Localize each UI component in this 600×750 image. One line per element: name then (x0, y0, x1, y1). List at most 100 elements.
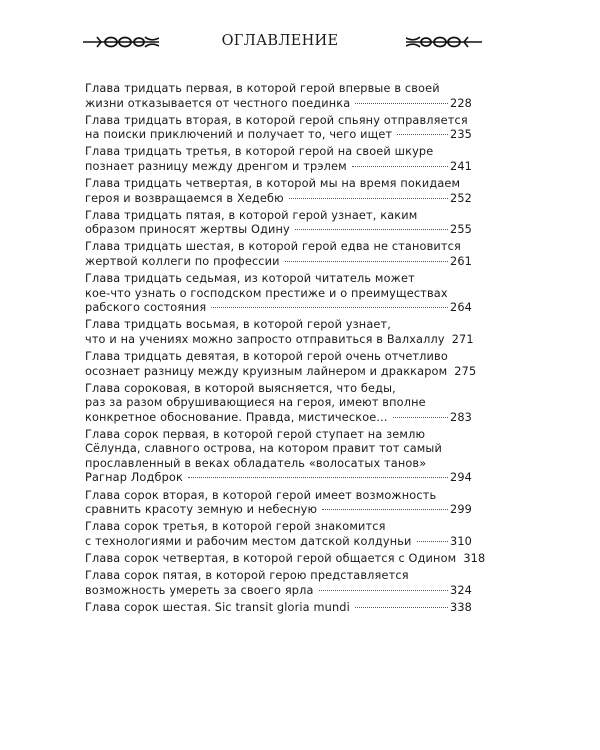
toc-entry-line: Глава сороковая, в которой выясняется, ч… (85, 381, 396, 395)
page-number: 261 (449, 254, 472, 268)
page-number: 318 (463, 551, 486, 565)
dot-leader (392, 416, 448, 418)
toc-entry-line: Глава тридцать пятая, в которой герой уз… (85, 208, 418, 222)
toc-entry[interactable]: Глава тридцать девятая, в которой герой … (85, 350, 476, 380)
table-of-contents: Глава тридцать первая, в которой герой в… (85, 82, 485, 618)
page-number: 310 (449, 534, 472, 548)
toc-entry-last-line: Глава сорок шестая. Sic transit gloria m… (85, 601, 472, 616)
toc-entry-last-line: Рагнар Лодброк 294 (85, 471, 472, 486)
toc-entry[interactable]: Глава тридцать шестая, в которой герой е… (85, 240, 472, 269)
toc-entry-line: Глава сорок вторая, в которой герой имее… (85, 488, 437, 502)
toc-entry[interactable]: Глава сорок первая, в которой герой ступ… (85, 428, 472, 486)
dot-leader (351, 165, 448, 167)
dot-leader (354, 606, 448, 608)
toc-entry[interactable]: Глава тридцать восьмая, в которой герой … (85, 318, 474, 348)
toc-entry-last-line: осознает разницу между круизным лайнером… (85, 364, 476, 380)
toc-entry[interactable]: Глава сорок четвертая, в которой герой о… (85, 551, 485, 567)
page-header: ОГЛАВЛЕНИЕ (80, 30, 482, 56)
toc-entry[interactable]: Глава тридцать вторая, в которой герой с… (85, 114, 472, 143)
toc-entry-text: героя и возвращаемся в Хедебю (85, 191, 284, 205)
toc-entry-last-line: возможность умереть за своего ярла 324 (85, 584, 472, 599)
page-number: 235 (449, 128, 472, 142)
toc-entry[interactable]: Глава сороковая, в которой выясняется, ч… (85, 382, 472, 426)
toc-entry-line: Глава сорок пятая, в которой герою предс… (85, 569, 409, 583)
toc-entry-last-line: жизни отказывается от честного поединка 2… (85, 97, 472, 112)
toc-entry-last-line: жертвой коллеги по профессии 261 (85, 255, 472, 270)
page-number: 264 (449, 301, 472, 315)
toc-entry-line: Глава тридцать девятая, в которой герой … (85, 350, 448, 363)
toc-entry[interactable]: Глава сорок пятая, в которой герою предс… (85, 569, 472, 598)
dot-leader (322, 509, 448, 511)
toc-entry-line: кое-что узнать о господском престиже и о… (85, 286, 448, 300)
toc-entry-last-line: Глава сорок четвертая, в которой герой о… (85, 551, 485, 567)
toc-entry-line: Глава тридцать вторая, в которой герой с… (85, 113, 468, 127)
toc-entry-line: Глава тридцать седьмая, из которой читат… (85, 272, 415, 286)
toc-entry[interactable]: Глава тридцать первая, в которой герой в… (85, 82, 472, 111)
ornament-left-icon (83, 36, 159, 48)
dot-leader (284, 260, 448, 262)
toc-entry-text: жизни отказывается от честного поединка (85, 96, 351, 110)
dot-leader (294, 229, 448, 231)
toc-entry-line: Глава тридцать шестая, в которой герой е… (85, 240, 461, 254)
toc-entry-line: Глава тридцать третья, в которой герой н… (85, 145, 434, 159)
toc-entry-text: Глава сорок шестая. Sic transit gloria m… (85, 600, 350, 614)
dot-leader (416, 540, 448, 542)
toc-entry-text: сравнить красоту земную и небесную (85, 503, 318, 517)
toc-entry-text: на поиски приключений и получает то, чег… (85, 128, 393, 142)
toc-entry-line: Глава тридцать первая, в которой герой в… (85, 82, 440, 95)
page-number: 228 (449, 96, 472, 110)
toc-entry-text: жертвой коллеги по профессии (85, 254, 280, 268)
dot-leader (288, 197, 448, 199)
toc-entry[interactable]: Глава тридцать пятая, в которой герой уз… (85, 209, 472, 238)
ornament-right-icon (406, 36, 482, 48)
toc-entry[interactable]: Глава тридцать седьмая, из которой читат… (85, 272, 472, 316)
toc-entry[interactable]: Глава сорок вторая, в которой герой имее… (85, 489, 472, 518)
toc-entry-line: Глава сорок третья, в которой герой знак… (85, 520, 386, 534)
toc-entry-last-line: на поиски приключений и получает то, чег… (85, 128, 472, 143)
toc-entry-last-line: познает разницу между дренгом и трэлем 24… (85, 160, 472, 175)
page-number: 241 (449, 159, 472, 173)
toc-entry-text: осознает разницу между круизным лайнером… (85, 364, 448, 378)
page-number: 255 (449, 223, 472, 237)
toc-entry-text: образом приносят жертвы Одину (85, 223, 290, 237)
page-number: 294 (449, 471, 472, 485)
toc-entry-text: познает разницу между дренгом и трэлем (85, 159, 347, 173)
toc-entry-last-line: образом приносят жертвы Одину 255 (85, 223, 472, 238)
toc-entry-text: возможность умереть за своего ярла (85, 583, 314, 597)
toc-entry-text: что и на учениях можно запросто отправит… (85, 332, 445, 346)
page-number: 252 (449, 191, 472, 205)
toc-entry-line: Глава тридцать четвертая, в которой мы н… (85, 177, 461, 191)
dot-leader (355, 102, 448, 104)
page-number: 271 (451, 332, 474, 346)
toc-entry-last-line: с технологиями и рабочим местом датской … (85, 535, 472, 550)
toc-entry-last-line: что и на учениях можно запросто отправит… (85, 332, 474, 348)
toc-entry-line: Сёлунда, славного острова, на котором пр… (85, 442, 442, 456)
toc-entry-last-line: героя и возвращаемся в Хедебю 252 (85, 192, 472, 207)
dot-leader (318, 589, 448, 591)
toc-entry-line: раз за разом обрушивающиеся на героя, им… (85, 396, 426, 410)
toc-entry[interactable]: Глава сорок шестая. Sic transit gloria m… (85, 601, 472, 616)
dot-leader (187, 477, 448, 479)
toc-entry-last-line: рабского состояния 264 (85, 301, 472, 316)
toc-entry-line: Глава сорок первая, в которой герой ступ… (85, 427, 426, 441)
toc-entry-line: Глава тридцать восьмая, в которой герой … (85, 318, 391, 332)
toc-entry-line: прославленный в веках обладатель «волоса… (85, 456, 427, 470)
toc-entry-last-line: сравнить красоту земную и небесную 299 (85, 503, 472, 518)
page-number: 283 (449, 410, 472, 424)
page-number: 338 (449, 600, 472, 614)
page-title: ОГЛАВЛЕНИЕ (221, 33, 339, 49)
toc-entry[interactable]: Глава сорок третья, в которой герой знак… (85, 520, 472, 549)
dot-leader (211, 307, 448, 309)
toc-entry-last-line: конкретное обоснование. Правда, мистичес… (85, 411, 472, 426)
toc-entry-text: конкретное обоснование. Правда, мистичес… (85, 410, 388, 424)
page-number: 275 (454, 364, 477, 378)
page-number: 324 (449, 583, 472, 597)
dot-leader (397, 134, 448, 136)
toc-entry-text: с технологиями и рабочим местом датской … (85, 534, 412, 548)
toc-entry[interactable]: Глава тридцать четвертая, в которой мы н… (85, 177, 472, 206)
toc-entry-text: рабского состояния (85, 301, 207, 315)
toc-entry-text: Глава сорок четвертая, в которой герой о… (85, 551, 457, 565)
toc-entry[interactable]: Глава тридцать третья, в которой герой н… (85, 145, 472, 174)
toc-entry-text: Рагнар Лодброк (85, 471, 183, 485)
page-number: 299 (449, 503, 472, 517)
